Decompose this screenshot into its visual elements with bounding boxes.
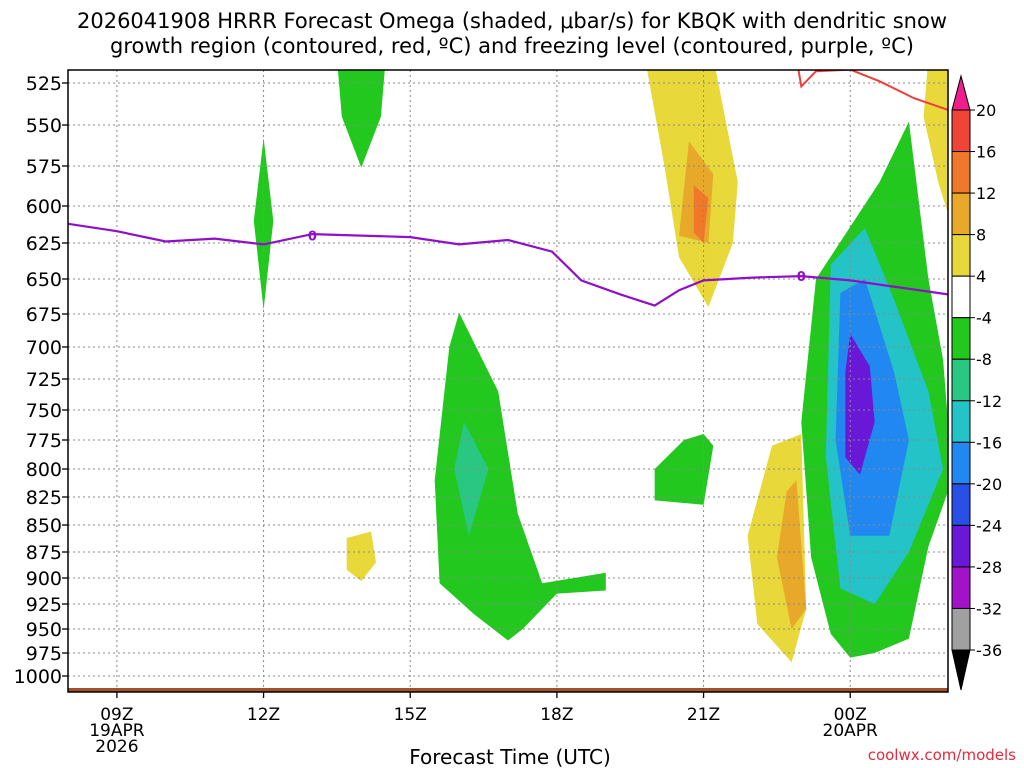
y-tick-label-750: 750 xyxy=(26,400,62,422)
colorbar-bin-7 xyxy=(951,400,971,443)
omega-region-green-16z xyxy=(434,312,606,641)
colorbar-label-10: -24 xyxy=(976,516,1002,535)
colorbar-bin-10 xyxy=(951,524,971,568)
y-tick-label-900: 900 xyxy=(26,568,62,590)
chart-title-line-1: 2026041908 HRRR Forecast Omega (shaded, … xyxy=(77,9,947,33)
colorbar: 20 16 12 8 4 -4 -8 -12 -16 -20 -24 -28 -32 -36 xyxy=(951,74,1002,691)
y-tick-label-625: 625 xyxy=(26,233,62,255)
colorbar-bin-1 xyxy=(951,151,971,194)
y-tick-label-550: 550 xyxy=(26,115,62,137)
chart-title-line-2: growth region (contoured, red, ºC) and f… xyxy=(110,34,914,58)
y-tick-label-525: 525 xyxy=(26,73,62,95)
y-tick-label-925: 925 xyxy=(26,594,62,616)
y-tick-label-775: 775 xyxy=(26,430,62,452)
omega-region-orange2-21z xyxy=(693,185,709,243)
colorbar-label-6: -8 xyxy=(976,350,992,369)
colorbar-label-9: -20 xyxy=(976,475,1002,494)
y-tick-label-575: 575 xyxy=(26,156,62,178)
colorbar-label-3: 8 xyxy=(976,226,986,245)
plot-frame xyxy=(67,69,949,693)
colorbar-bin-8 xyxy=(951,441,971,485)
plot-area: 00 xyxy=(67,69,949,693)
y-tick-label-675: 675 xyxy=(26,304,62,326)
colorbar-bin-6 xyxy=(951,358,971,402)
x-tick-label-15Z: 15Z xyxy=(394,705,427,725)
y-tick-label-825: 825 xyxy=(26,487,62,509)
y-tick-label-950: 950 xyxy=(26,619,62,641)
omega-region-yellow-00z-top xyxy=(923,70,948,214)
y-axis: 525 550 575 600 625 650 675 700 725 750 775 800 825 8… xyxy=(14,73,68,688)
x-axis-label: Forecast Time (UTC) xyxy=(409,745,611,768)
freezing-level-contour xyxy=(68,222,948,307)
freezing-level-label-2: 0 xyxy=(797,270,806,285)
terrain-surface xyxy=(68,688,948,692)
colorbar-bin-0 xyxy=(951,109,971,153)
x-tick-date-09Z: 19APR xyxy=(89,721,145,741)
omega-region-purple-00z xyxy=(845,333,875,475)
y-tick-label-650: 650 xyxy=(26,269,62,291)
omega-region-orange-23z xyxy=(776,480,807,629)
colorbar-label-11: -28 xyxy=(976,558,1002,577)
colorbar-bin-9 xyxy=(951,483,971,526)
colorbar-label-8: -16 xyxy=(976,433,1002,452)
colorbar-bin-3 xyxy=(951,234,971,277)
y-tick-label-850: 850 xyxy=(26,515,62,537)
x-tick-label-09Z: 09Z xyxy=(100,705,133,725)
colorbar-bin-5 xyxy=(951,317,971,360)
y-tick-label-1000: 1000 xyxy=(14,666,62,688)
colorbar-bin-12 xyxy=(951,607,971,651)
y-tick-label-975: 975 xyxy=(26,643,62,665)
colorbar-label-13: -36 xyxy=(976,641,1002,660)
omega-region-green-14z-top xyxy=(337,70,385,168)
omega-region-teal-16z xyxy=(454,422,489,536)
x-tick-label-18Z: 18Z xyxy=(540,705,573,725)
y-tick-label-800: 800 xyxy=(26,459,62,481)
omega-region-green-12z xyxy=(253,138,274,310)
source-credit: coolwx.com/models xyxy=(868,746,1016,764)
plot-clip-group: 00 xyxy=(68,70,948,692)
x-tick-label-12Z: 12Z xyxy=(247,705,280,725)
x-tick-label-00Z: 00Z xyxy=(834,705,867,725)
x-tick-label-21Z: 21Z xyxy=(687,705,720,725)
colorbar-label-5: -4 xyxy=(976,309,992,328)
colorbar-label-7: -12 xyxy=(976,392,1002,411)
colorbar-bin-4 xyxy=(951,275,971,319)
x-tick-year-09Z: 2026 xyxy=(95,737,138,757)
colorbar-label-0: 20 xyxy=(976,101,996,120)
y-tick-label-700: 700 xyxy=(26,337,62,359)
colorbar-bottom-arrow xyxy=(951,649,971,691)
colorbar-label-2: 12 xyxy=(976,184,996,203)
dgz-contour xyxy=(797,70,948,111)
y-tick-label-725: 725 xyxy=(26,369,62,391)
y-tick-label-600: 600 xyxy=(26,196,62,218)
freezing-level-label-1: 0 xyxy=(308,230,317,245)
colorbar-bin-2 xyxy=(951,192,971,236)
y-tick-label-875: 875 xyxy=(26,542,62,564)
omega-region-yellow-14z xyxy=(346,531,376,582)
colorbar-label-1: 16 xyxy=(976,143,996,162)
colorbar-label-12: -32 xyxy=(976,599,1002,618)
x-tick-date-00Z: 20APR xyxy=(823,721,879,741)
colorbar-label-4: 4 xyxy=(976,267,986,286)
colorbar-bin-11 xyxy=(951,566,971,609)
